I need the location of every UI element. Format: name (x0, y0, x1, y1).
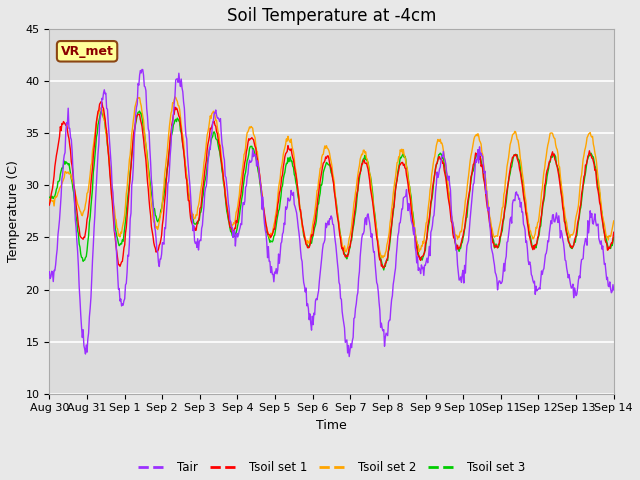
Title: Soil Temperature at -4cm: Soil Temperature at -4cm (227, 7, 436, 25)
Text: VR_met: VR_met (61, 45, 113, 58)
X-axis label: Time: Time (316, 419, 347, 432)
Y-axis label: Temperature (C): Temperature (C) (7, 160, 20, 263)
Legend: Tair, Tsoil set 1, Tsoil set 2, Tsoil set 3: Tair, Tsoil set 1, Tsoil set 2, Tsoil se… (133, 456, 530, 479)
